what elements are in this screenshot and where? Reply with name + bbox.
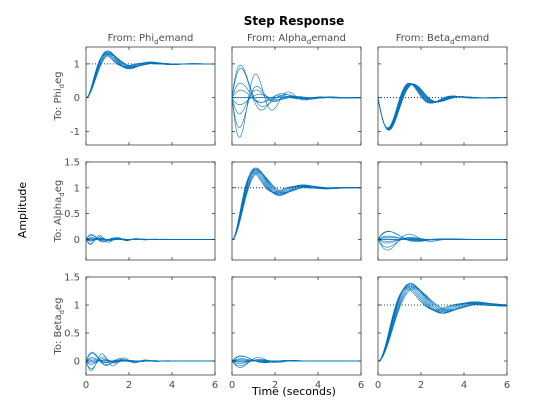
- output-label-1-prefix: To: Phi: [53, 88, 64, 121]
- panel-r3-c1: 0 0.5 1 1.5 0 2 4 6: [64, 273, 218, 392]
- panel-frame: [377, 46, 508, 146]
- x-tick-label: 0: [83, 380, 89, 391]
- panel-r1-c1: -1 0 1: [70, 46, 216, 146]
- y-tick-label: 1: [74, 59, 80, 70]
- panel-frame: [231, 161, 362, 261]
- panel-frame: [85, 161, 216, 261]
- panel-r3-c3: 0 2 4 6: [375, 276, 510, 391]
- x-tick-label: 4: [169, 380, 175, 391]
- x-tick-label: 0: [229, 380, 235, 391]
- y-tick-label: 1.5: [64, 158, 80, 169]
- output-label-2: To: Alphadeg: [53, 180, 66, 243]
- input-label-3-prefix: From: Beta: [396, 33, 450, 44]
- response-trace: [86, 54, 215, 98]
- response-trace: [378, 230, 507, 242]
- x-tick-label: 4: [461, 380, 467, 391]
- chart-title: Step Response: [244, 14, 344, 28]
- input-label-2-prefix: From: Alpha: [247, 33, 307, 44]
- response-trace: [86, 234, 215, 242]
- output-label-2-subscript: d: [58, 192, 66, 196]
- response-trace: [378, 84, 507, 131]
- output-label-3: To: Betadeg: [53, 297, 66, 355]
- response-trace: [232, 82, 361, 103]
- y-tick-label: 0: [74, 235, 80, 246]
- panel-frame: [377, 161, 508, 261]
- input-label-1: From: Phidemand: [108, 33, 194, 46]
- panel-r2-c2: [231, 161, 362, 261]
- input-label-3-subscript: d: [450, 38, 454, 46]
- output-label-2-prefix: To: Alpha: [53, 197, 64, 244]
- response-trace: [232, 172, 361, 240]
- input-label-2-subscript: d: [307, 38, 311, 46]
- response-trace: [232, 64, 361, 107]
- panel-r2-c3: [377, 161, 508, 261]
- panel-r2-c1: 0 0.5 1 1.5: [64, 158, 216, 261]
- input-label-3-suffix: emand: [455, 33, 490, 44]
- x-tick-label: 0: [375, 380, 381, 391]
- y-tick-label: 0.5: [64, 209, 80, 220]
- output-label-3-prefix: To: Beta: [53, 314, 64, 355]
- response-trace: [86, 351, 215, 366]
- y-tick-label: 1: [74, 301, 80, 312]
- x-tick-label: 4: [315, 380, 321, 391]
- panel-frame: [231, 46, 362, 146]
- output-label-1-suffix: eg: [53, 71, 64, 84]
- panel-r1-c3: [377, 46, 508, 146]
- input-label-3: From: Betademand: [396, 33, 490, 46]
- y-tick-label: 0.5: [64, 329, 80, 340]
- x-tick-label: 6: [504, 380, 510, 391]
- response-trace: [378, 288, 507, 362]
- response-trace: [378, 287, 507, 362]
- y-tick-label: 1: [74, 183, 80, 194]
- output-label-3-suffix: eg: [53, 297, 64, 310]
- input-label-1-prefix: From: Phi: [108, 33, 154, 44]
- x-tick-label: 2: [418, 380, 424, 391]
- x-tick-label: 2: [272, 380, 278, 391]
- input-label-2: From: Alphademand: [247, 33, 346, 46]
- input-label-2-suffix: emand: [311, 33, 346, 44]
- panel-frame: [377, 276, 508, 376]
- y-tick-label: 1.5: [64, 273, 80, 284]
- response-trace: [232, 355, 361, 363]
- input-label-1-subscript: d: [154, 38, 158, 46]
- y-tick-label: 0: [74, 357, 80, 368]
- panel-r3-c2: 0 2 4 6: [229, 276, 364, 391]
- x-tick-label: 2: [126, 380, 132, 391]
- io-labels: From: Phidemand From: Alphademand From: Be…: [53, 33, 489, 356]
- y-tick-label: 0: [74, 93, 80, 104]
- y-axis-label: Amplitude: [16, 182, 29, 239]
- input-label-1-suffix: emand: [159, 33, 194, 44]
- output-label-3-subscript: d: [58, 310, 66, 314]
- panel-frame: [85, 276, 216, 376]
- output-label-1-subscript: d: [58, 84, 66, 88]
- output-label-2-suffix: eg: [53, 180, 64, 193]
- x-tick-label: 6: [358, 380, 364, 391]
- output-label-1: To: Phideg: [53, 71, 66, 121]
- panel-r1-c2: [231, 46, 362, 146]
- y-tick-label: -1: [70, 127, 80, 138]
- x-tick-label: 6: [212, 380, 218, 391]
- x-axis-label: Time (seconds): [251, 385, 336, 398]
